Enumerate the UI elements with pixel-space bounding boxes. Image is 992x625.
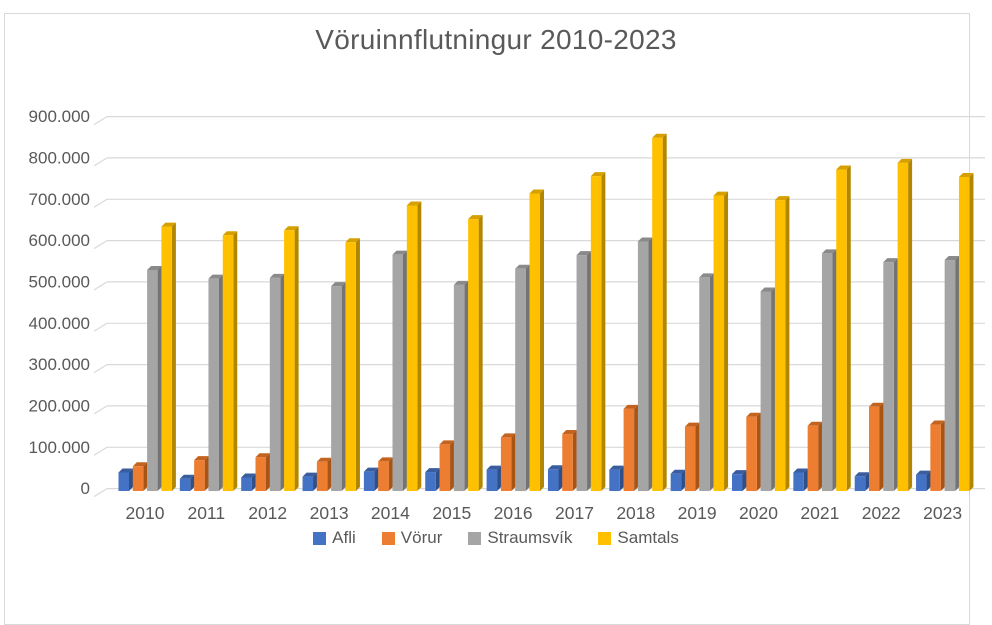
- bar-vörur-2021: [807, 421, 823, 491]
- bar-straumsvík-2012: [269, 273, 285, 492]
- bar-straumsvík-2011: [208, 274, 223, 492]
- bar-afli-2017: [547, 465, 563, 491]
- bar-vörur-2014: [378, 457, 393, 492]
- x-axis-label: 2012: [248, 503, 287, 523]
- bar-afli-2010: [118, 468, 133, 491]
- bar-samtals-2023: [958, 172, 974, 491]
- y-tick-label: 300.000: [29, 355, 90, 374]
- legend-label: Samtals: [617, 528, 679, 547]
- bar-samtals-2020: [774, 196, 790, 492]
- bar-straumsvík-2020: [760, 287, 776, 491]
- bar-straumsvík-2016: [515, 264, 530, 492]
- x-axis-label: 2020: [739, 503, 778, 523]
- bar-afli-2015: [425, 468, 440, 491]
- bar-vörur-2023: [930, 420, 945, 491]
- bar-samtals-2017: [590, 172, 606, 492]
- bar-straumsvík-2019: [699, 273, 714, 492]
- x-axis-label: 2019: [678, 503, 717, 523]
- bar-samtals-2021: [836, 165, 851, 492]
- bar-samtals-2012: [284, 226, 299, 491]
- bar-samtals-2019: [713, 191, 729, 492]
- y-tick-label: 0: [81, 479, 90, 498]
- x-axis-label: 2015: [432, 503, 471, 523]
- x-axis-label: 2013: [310, 503, 349, 523]
- chart-legend: Afli Vörur Straumsvík Samtals: [0, 528, 992, 548]
- bar-afli-2011: [179, 474, 195, 491]
- bar-samtals-2022: [897, 158, 913, 492]
- bar-vörur-2010: [132, 462, 148, 491]
- legend-label: Straumsvík: [487, 528, 573, 547]
- bar-vörur-2022: [869, 402, 884, 491]
- bar-afli-2018: [609, 465, 624, 492]
- bar-straumsvík-2013: [331, 282, 346, 491]
- bar-afli-2013: [302, 472, 318, 492]
- legend-label: Afli: [332, 528, 356, 547]
- bar-straumsvík-2022: [883, 258, 898, 492]
- bar-chart-3d: 0 100.000 200.000 300.000 400.000 500.000 600.…: [29, 13, 985, 574]
- legend-swatch-vörur: [381, 531, 395, 545]
- x-axis-label: 2014: [371, 503, 410, 523]
- bar-afli-2016: [486, 465, 502, 492]
- bar-straumsvík-2014: [392, 250, 407, 491]
- x-axis-label: 2022: [862, 503, 901, 523]
- gridline: [93, 115, 985, 126]
- bar-straumsvík-2010: [147, 265, 162, 491]
- legend-item-vörur: Vörur: [381, 528, 443, 548]
- x-axis-label: 2011: [187, 503, 225, 523]
- bar-vörur-2017: [562, 430, 577, 491]
- bar-samtals-2011: [222, 231, 238, 492]
- x-axis-label: 2021: [800, 503, 839, 523]
- bar-afli-2021: [793, 468, 808, 491]
- bar-straumsvík-2023: [944, 256, 960, 492]
- bar-afli-2022: [854, 472, 870, 492]
- chart-title: Vöruinnflutningur 2010-2023: [315, 24, 677, 55]
- bar-afli-2019: [670, 469, 686, 492]
- bar-straumsvík-2021: [821, 249, 837, 492]
- bar-vörur-2019: [684, 422, 700, 492]
- y-tick-label: 500.000: [29, 272, 90, 291]
- legend-label: Vörur: [400, 528, 443, 547]
- bar-afli-2012: [241, 473, 256, 491]
- bar-straumsvík-2017: [576, 251, 592, 491]
- x-axis-label: 2018: [616, 503, 655, 523]
- bar-afli-2023: [916, 470, 931, 491]
- y-tick-label: 900.000: [29, 107, 90, 126]
- y-tick-label: 400.000: [29, 314, 90, 333]
- x-axis-label: 2016: [494, 503, 533, 523]
- bar-vörur-2011: [194, 456, 209, 491]
- y-tick-label: 800.000: [29, 148, 90, 167]
- bar-samtals-2016: [529, 189, 544, 491]
- bar-straumsvík-2015: [453, 280, 469, 492]
- bar-samtals-2013: [345, 238, 360, 491]
- bar-vörur-2013: [316, 457, 332, 491]
- x-axis-label: 2017: [555, 503, 594, 523]
- bar-vörur-2015: [439, 440, 455, 491]
- bar-vörur-2012: [255, 453, 270, 492]
- x-axis-label: 2010: [126, 503, 165, 523]
- y-tick-label: 100.000: [29, 438, 90, 457]
- y-tick-label: 200.000: [29, 396, 90, 415]
- bar-samtals-2014: [406, 201, 422, 491]
- legend-swatch-samtals: [598, 531, 612, 545]
- bar-afli-2014: [363, 467, 379, 491]
- bar-straumsvík-2018: [637, 237, 653, 492]
- bar-vörur-2016: [500, 433, 516, 491]
- gridline: [93, 157, 985, 167]
- legend-swatch-afli: [313, 531, 327, 545]
- y-tick-label: 700.000: [29, 190, 90, 209]
- bar-samtals-2010: [161, 222, 176, 492]
- y-tick-label: 600.000: [29, 231, 90, 250]
- legend-item-straumsvík: Straumsvík: [468, 528, 572, 548]
- bar-vörur-2018: [623, 404, 639, 492]
- bar-afli-2020: [732, 470, 747, 491]
- bar-samtals-2018: [652, 133, 667, 491]
- legend-item-afli: Afli: [313, 528, 356, 548]
- legend-swatch-straumsvík: [468, 531, 482, 545]
- x-axis-label: 2023: [923, 503, 962, 523]
- bar-vörur-2020: [746, 412, 761, 491]
- legend-item-samtals: Samtals: [598, 528, 679, 548]
- bar-samtals-2015: [468, 215, 483, 492]
